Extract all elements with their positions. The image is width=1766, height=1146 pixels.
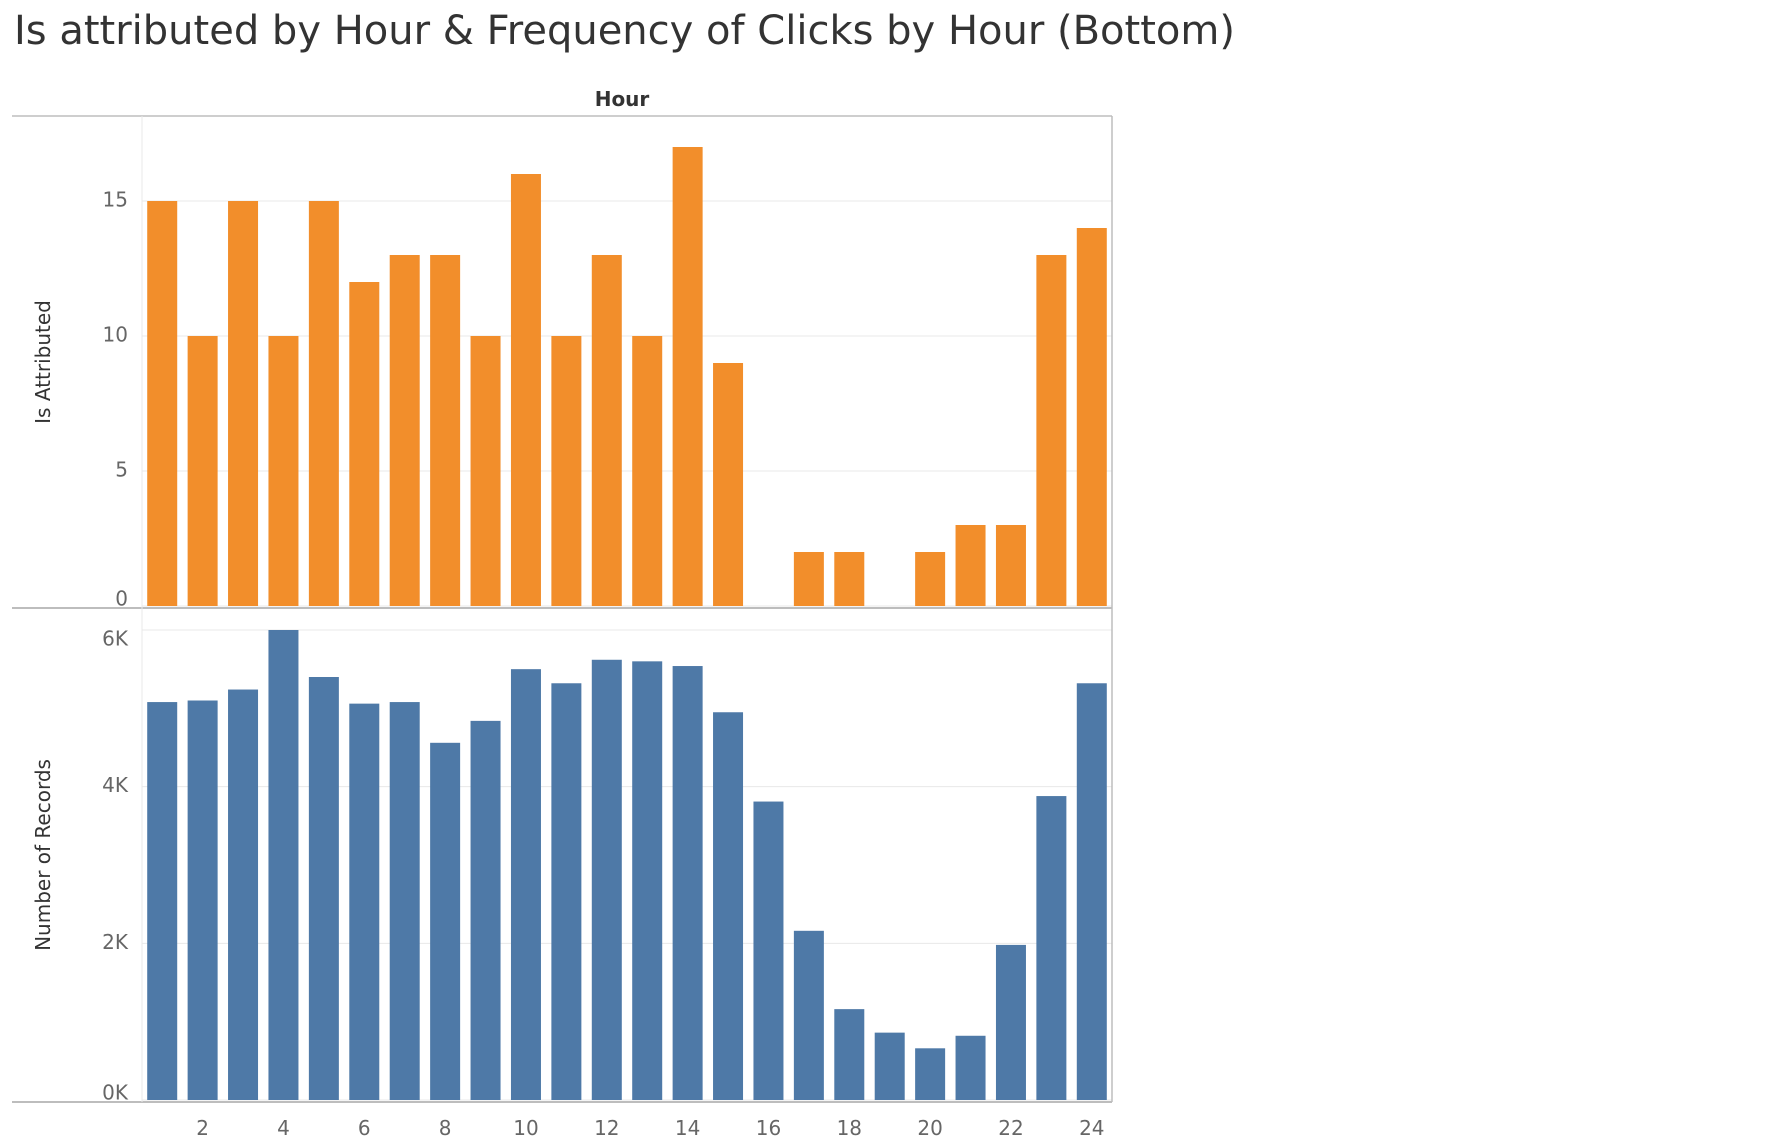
- bar: [228, 689, 259, 1100]
- x-tick-label: 20: [917, 1116, 942, 1140]
- bar: [955, 1035, 986, 1100]
- bar: [834, 552, 865, 606]
- bar: [268, 336, 299, 606]
- y-tick-label: 2K: [102, 930, 129, 954]
- bar: [1076, 228, 1107, 606]
- x-tick-label: 18: [837, 1116, 862, 1140]
- bar: [672, 147, 703, 606]
- bar: [834, 1009, 865, 1100]
- bar: [228, 201, 259, 606]
- bar: [510, 669, 541, 1100]
- chart-frame: Hour: [12, 87, 1113, 1103]
- bar: [793, 552, 824, 606]
- x-tick-label: 2: [196, 1116, 209, 1140]
- bar: [389, 255, 420, 606]
- y-tick-label: 4K: [102, 773, 129, 797]
- bar: [268, 630, 299, 1100]
- bar: [1036, 255, 1067, 606]
- bar: [955, 525, 986, 606]
- bar: [632, 661, 663, 1100]
- bar: [793, 930, 824, 1100]
- y-tick-label: 5: [115, 458, 128, 482]
- bar: [349, 703, 380, 1100]
- bar: [874, 1032, 905, 1100]
- bar: [349, 282, 380, 606]
- bar: [915, 552, 946, 606]
- bar: [995, 525, 1026, 606]
- bar: [915, 1048, 946, 1100]
- bar: [713, 712, 744, 1100]
- y-tick-label: 0K: [102, 1081, 129, 1105]
- x-tick-label: 12: [594, 1116, 619, 1140]
- y-tick-label: 15: [103, 188, 128, 212]
- y-tick-label: 0: [115, 587, 128, 611]
- bar: [308, 201, 339, 606]
- bar: [632, 336, 663, 606]
- bar: [753, 801, 784, 1100]
- bar: [995, 944, 1026, 1100]
- bar: [147, 702, 178, 1100]
- bar: [430, 255, 461, 606]
- bar: [187, 700, 218, 1100]
- bar: [430, 742, 461, 1100]
- x-tick-label: 14: [675, 1116, 700, 1140]
- x-tick-label: 8: [439, 1116, 452, 1140]
- bar: [591, 659, 622, 1100]
- bar: [187, 336, 218, 606]
- bar: [470, 336, 501, 606]
- bar: [308, 677, 339, 1100]
- y-tick-label: 6K: [102, 627, 129, 651]
- y-axis-title: Is Attributed: [31, 300, 55, 424]
- bar: [470, 720, 501, 1100]
- y-axis-title: Number of Records: [31, 759, 55, 951]
- bar: [551, 683, 582, 1100]
- x-tick-label: 16: [756, 1116, 781, 1140]
- y-tick-label: 10: [103, 323, 128, 347]
- bar: [1076, 683, 1107, 1100]
- bar: [1036, 796, 1067, 1100]
- x-tick-label: 24: [1079, 1116, 1104, 1140]
- x-tick-label: 6: [358, 1116, 371, 1140]
- bar: [713, 363, 744, 606]
- bar: [389, 702, 420, 1100]
- x-tick-label: 10: [513, 1116, 538, 1140]
- bar: [510, 174, 541, 606]
- x-tick-label: 22: [998, 1116, 1023, 1140]
- bar: [591, 255, 622, 606]
- bar: [147, 201, 178, 606]
- chart-title: Is attributed by Hour & Frequency of Cli…: [14, 8, 1235, 54]
- column-header: Hour: [595, 87, 650, 111]
- bar: [672, 666, 703, 1100]
- x-tick-label: 4: [277, 1116, 290, 1140]
- bar: [551, 336, 582, 606]
- top-panel: 0 5 10 15 Is Attributed: [31, 147, 1112, 611]
